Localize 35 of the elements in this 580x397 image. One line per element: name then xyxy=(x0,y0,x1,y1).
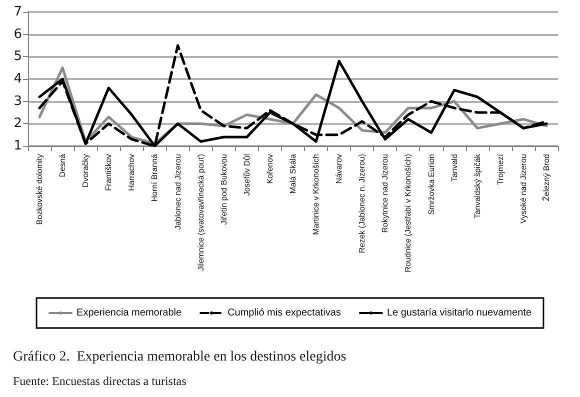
x-tick-label: Malá Skála xyxy=(288,153,298,194)
x-tick-label: Desná xyxy=(58,153,68,178)
legend-label: Experiencia memorable xyxy=(76,308,182,318)
x-tick-label: Horní Branná xyxy=(150,153,160,202)
x-tick-label: Jablonec nad Jizerou xyxy=(173,154,182,230)
x-tick-label: Bozkovské dolomity xyxy=(35,154,44,225)
source-note: Fuente: Encuestas directas a turistas xyxy=(13,374,187,388)
x-tick-label: Smržovka Eurion xyxy=(426,154,436,215)
text: Gráfico 2. Experiencia memorable en los destinos elegidos xyxy=(13,350,346,364)
y-tick-label: 2 xyxy=(14,116,22,132)
y-tick-label: 6 xyxy=(14,26,22,42)
x-tick-label: Trojmezí xyxy=(496,153,505,185)
x-tick-label: Rezek (Jablonec n. Jizerou) xyxy=(358,154,367,254)
x-tick-label: Harrachov xyxy=(127,154,136,191)
x-tick-label: Josefův Důl xyxy=(242,154,252,196)
x-tick-label: Jilemnice (svatovavřinecká pouť) xyxy=(196,154,206,271)
x-tick-label: Roudnice (Jestřabí v Krkonoších) xyxy=(404,154,413,272)
legend-label: Le gustaría visitarlo nuevamente xyxy=(386,308,532,318)
y-tick-label: 4 xyxy=(14,72,22,86)
x-tick-label: Tanvaldský špičák xyxy=(472,153,482,218)
x-tick-label: Dvoračky xyxy=(81,154,90,188)
x-tick-label: Železný Brod xyxy=(542,154,551,202)
x-tick-label: Tanvald xyxy=(450,154,459,182)
legend-label: Cumplió mis expectativas xyxy=(228,308,341,318)
y-tick-label: 5 xyxy=(14,49,22,64)
x-tick-label: Martinice v Krkonoších xyxy=(312,154,321,235)
x-tick-label: Jiřetín pod Bukovou xyxy=(219,154,228,225)
y-tick-label: 1 xyxy=(14,138,22,154)
x-tick-label: Kořenov xyxy=(265,154,274,184)
y-tick-label: 3 xyxy=(14,94,22,109)
x-tick-label: Rokytnice nad Jizerou xyxy=(380,154,390,233)
x-tick-label: Františkov xyxy=(104,154,114,191)
x-tick-label: Návarov xyxy=(334,154,344,184)
y-tick-label: 7 xyxy=(14,4,22,20)
x-tick-label: Vysoké nad Jizerou xyxy=(518,154,528,224)
